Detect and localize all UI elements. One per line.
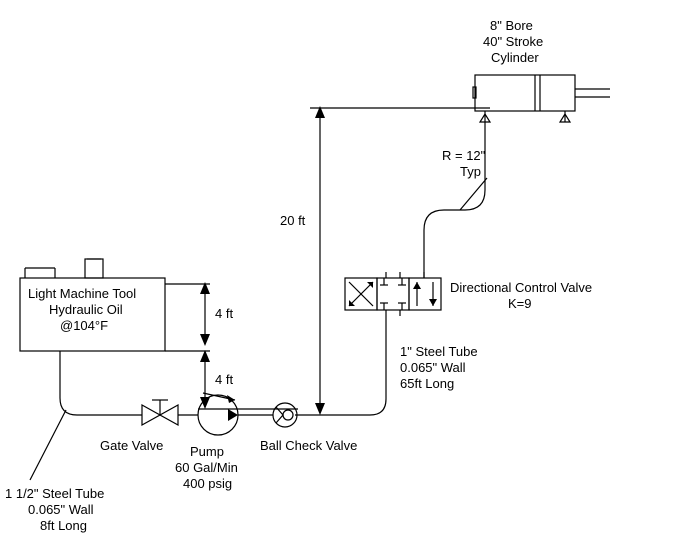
pipe-pump-to-dcv: [295, 316, 386, 415]
bend-radius-label-2: Typ: [460, 164, 481, 179]
reservoir-label-2: Hydraulic Oil: [49, 302, 123, 317]
cylinder-label-3: Cylinder: [491, 50, 539, 65]
cylinder-label-2: 40" Stroke: [483, 34, 543, 49]
tube-suction-1: 1 1/2" Steel Tube: [5, 486, 104, 501]
cylinder-label-1: 8" Bore: [490, 18, 533, 33]
dcv-label-2: K=9: [508, 296, 532, 311]
dim-4ft-upper: 4 ft: [165, 282, 233, 346]
hydraulic-schematic: 8" Bore 40" Stroke Cylinder R = 12" Typ …: [0, 0, 700, 556]
ball-check-valve-label: Ball Check Valve: [260, 438, 357, 453]
tube-main-2: 0.065" Wall: [400, 360, 466, 375]
tube-suction-3: 8ft Long: [40, 518, 87, 533]
cylinder-symbol: 8" Bore 40" Stroke Cylinder: [473, 18, 610, 122]
tube-main-label: 1" Steel Tube 0.065" Wall 65ft Long: [400, 344, 478, 391]
reservoir-label-3: @104°F: [60, 318, 108, 333]
gate-valve-label: Gate Valve: [100, 438, 163, 453]
pump-label-3: 400 psig: [183, 476, 232, 491]
tube-main-3: 65ft Long: [400, 376, 454, 391]
pump-label-1: Pump: [190, 444, 224, 459]
pump-label-2: 60 Gal/Min: [175, 460, 238, 475]
dcv-symbol: Directional Control Valve K=9: [345, 272, 592, 316]
pipe-dcv-to-cylinder: R = 12" Typ: [424, 122, 487, 278]
bend-radius-label-1: R = 12": [442, 148, 486, 163]
tube-main-1: 1" Steel Tube: [400, 344, 478, 359]
dim-20ft-label: 20 ft: [280, 213, 306, 228]
tube-suction-2: 0.065" Wall: [28, 502, 94, 517]
reservoir-symbol: Light Machine Tool Hydraulic Oil @104°F: [20, 259, 165, 351]
dim-4ft-b-label: 4 ft: [215, 372, 233, 387]
pump-symbol: Pump 60 Gal/Min 400 psig: [175, 393, 273, 491]
ball-check-valve-symbol: Ball Check Valve: [260, 403, 357, 453]
gate-valve-symbol: Gate Valve: [100, 400, 198, 453]
reservoir-label-1: Light Machine Tool: [28, 286, 136, 301]
dcv-label-1: Directional Control Valve: [450, 280, 592, 295]
dim-4ft-lower: 4 ft: [165, 350, 233, 409]
dim-4ft-a-label: 4 ft: [215, 306, 233, 321]
